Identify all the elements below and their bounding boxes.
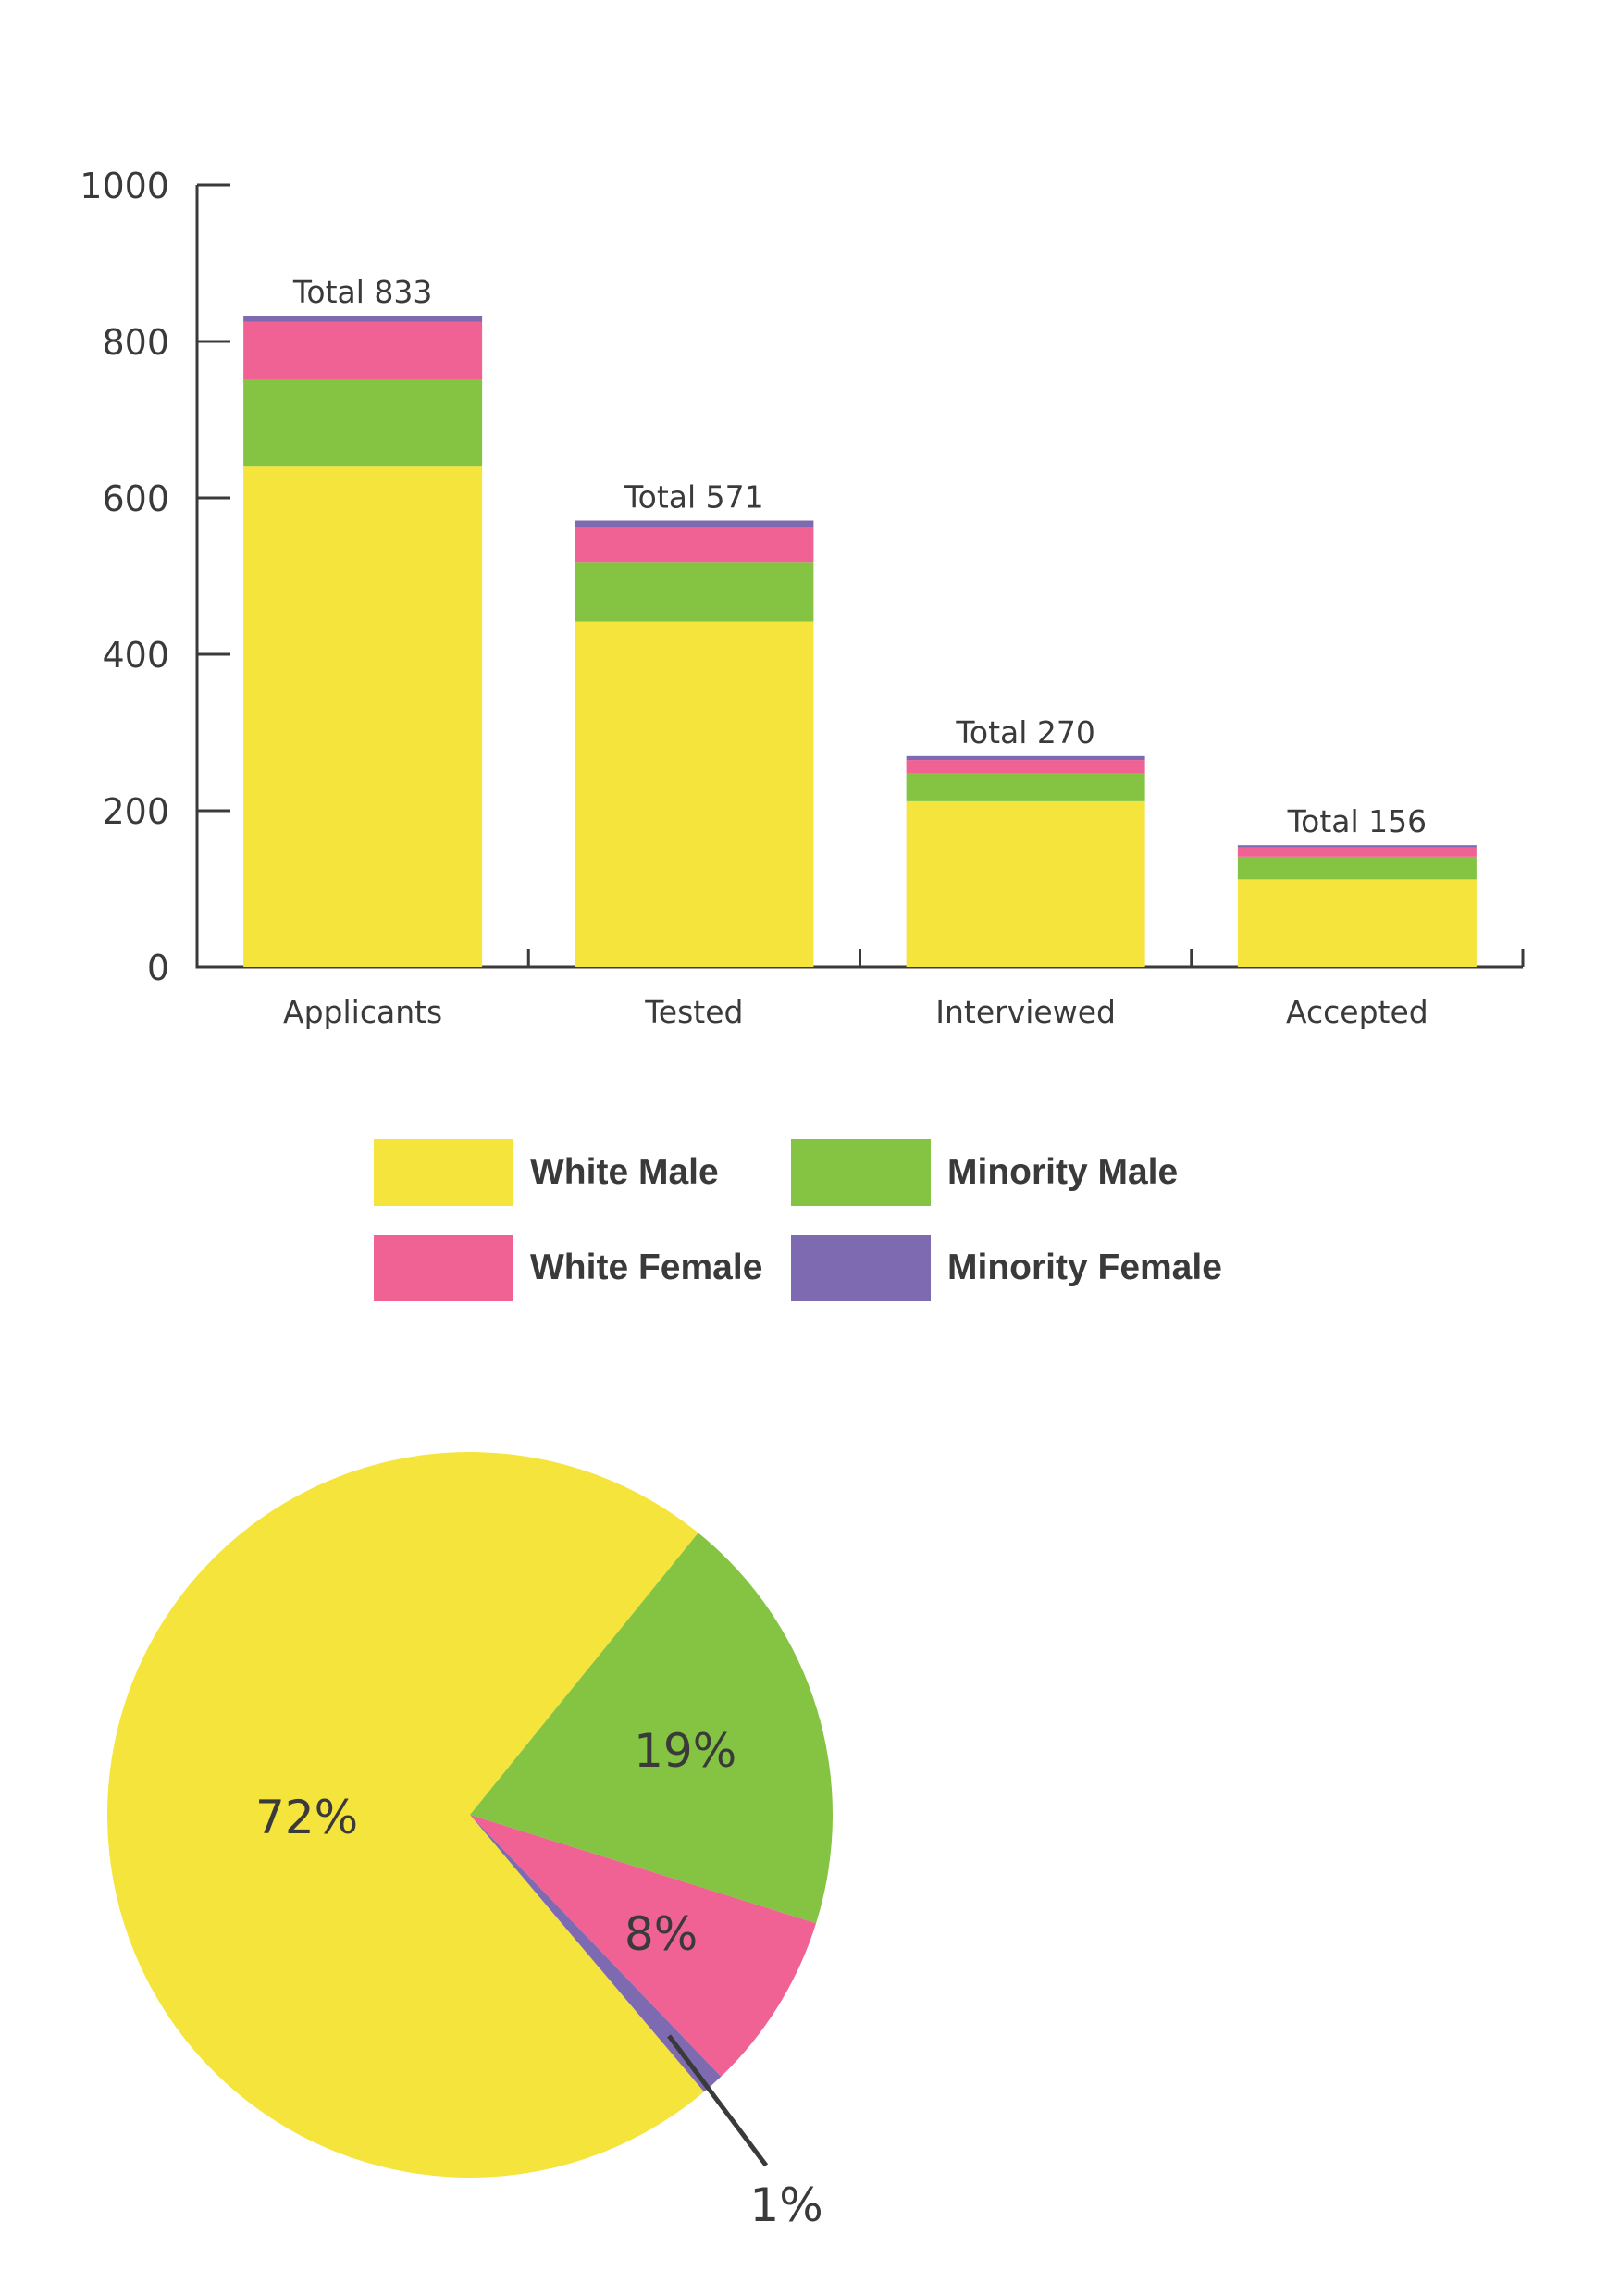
legend-swatch-white-male — [374, 1139, 513, 1206]
legend-item-white-female: White Female — [374, 1235, 762, 1301]
stacked-bar-chart: 0 200 400 600 800 1000 Total 833 Applicants Tota… — [80, 166, 1525, 1030]
pie-slice-white-male — [107, 1451, 705, 2178]
legend-label-minority-male: Minority Male — [947, 1152, 1179, 1192]
pie-label-white-female: 8% — [624, 1907, 698, 1961]
bar-interviewed-white-male — [906, 800, 1145, 967]
y-tick-label: 200 — [102, 791, 169, 832]
legend-swatch-minority-female — [791, 1235, 931, 1301]
legend-swatch-minority-male — [791, 1139, 931, 1206]
bar-applicants-white-female — [243, 321, 483, 379]
pie-label-minority-female: 1% — [749, 2178, 822, 2232]
total-label-applicants: Total 833 — [292, 274, 433, 310]
y-tick-label: 400 — [102, 635, 169, 676]
x-tick-label-interviewed: Interviewed — [935, 994, 1116, 1030]
bar-accepted-minority-male — [1237, 856, 1477, 880]
legend-label-white-female: White Female — [530, 1247, 763, 1287]
legend-item-minority-male: Minority Male — [791, 1139, 1178, 1206]
y-tick-label: 800 — [102, 322, 169, 363]
x-tick-label-tested: Tested — [644, 994, 743, 1030]
x-tick-label-applicants: Applicants — [283, 994, 442, 1030]
bar-interviewed-minority-female — [906, 755, 1145, 761]
pie-chart-slices — [107, 1451, 833, 2178]
bar-interviewed-white-female — [906, 760, 1145, 774]
x-tick-label-accepted: Accepted — [1286, 994, 1428, 1030]
y-tick-label: 0 — [147, 948, 169, 988]
y-tick-label: 1000 — [80, 166, 169, 206]
bar-tested-white-male — [575, 621, 814, 967]
legend-label-white-male: White Male — [530, 1152, 719, 1192]
pie-leader-line-minority-female — [667, 2034, 769, 2167]
bar-applicants-minority-female — [243, 316, 483, 322]
y-tick-label: 600 — [102, 478, 169, 519]
bar-interviewed-minority-male — [906, 773, 1145, 801]
bar-applicants-white-male — [243, 466, 483, 967]
bar-accepted-minority-female — [1237, 845, 1477, 848]
bar-accepted-white-male — [1237, 879, 1477, 967]
bar-tested-minority-male — [575, 562, 814, 622]
total-label-tested: Total 571 — [624, 479, 764, 515]
pie-chart-labels: 72% 19% 8% 1% — [255, 1724, 823, 2232]
legend-item-minority-female: Minority Female — [791, 1235, 1222, 1301]
bar-applicants-minority-male — [243, 379, 483, 467]
pie-label-minority-male: 19% — [634, 1724, 736, 1778]
bar-chart-labels: 0 200 400 600 800 1000 Total 833 Applicants Tota… — [80, 166, 1428, 1030]
total-label-interviewed: Total 270 — [955, 714, 1095, 751]
bar-accepted-white-female — [1237, 847, 1477, 857]
bar-chart-bars — [243, 316, 1477, 967]
legend-item-white-male: White Male — [374, 1139, 719, 1206]
legend-swatch-white-female — [374, 1235, 513, 1301]
legend-label-minority-female: Minority Female — [947, 1247, 1222, 1287]
total-label-accepted: Total 156 — [1287, 803, 1428, 839]
pie-slice-minority-female — [470, 1815, 722, 2092]
bar-tested-minority-female — [575, 520, 814, 527]
pie-slice-minority-male — [470, 1533, 833, 1924]
bar-tested-white-female — [575, 527, 814, 563]
pie-label-white-male: 72% — [255, 1791, 358, 1844]
pie-slice-white-female — [470, 1815, 817, 2077]
